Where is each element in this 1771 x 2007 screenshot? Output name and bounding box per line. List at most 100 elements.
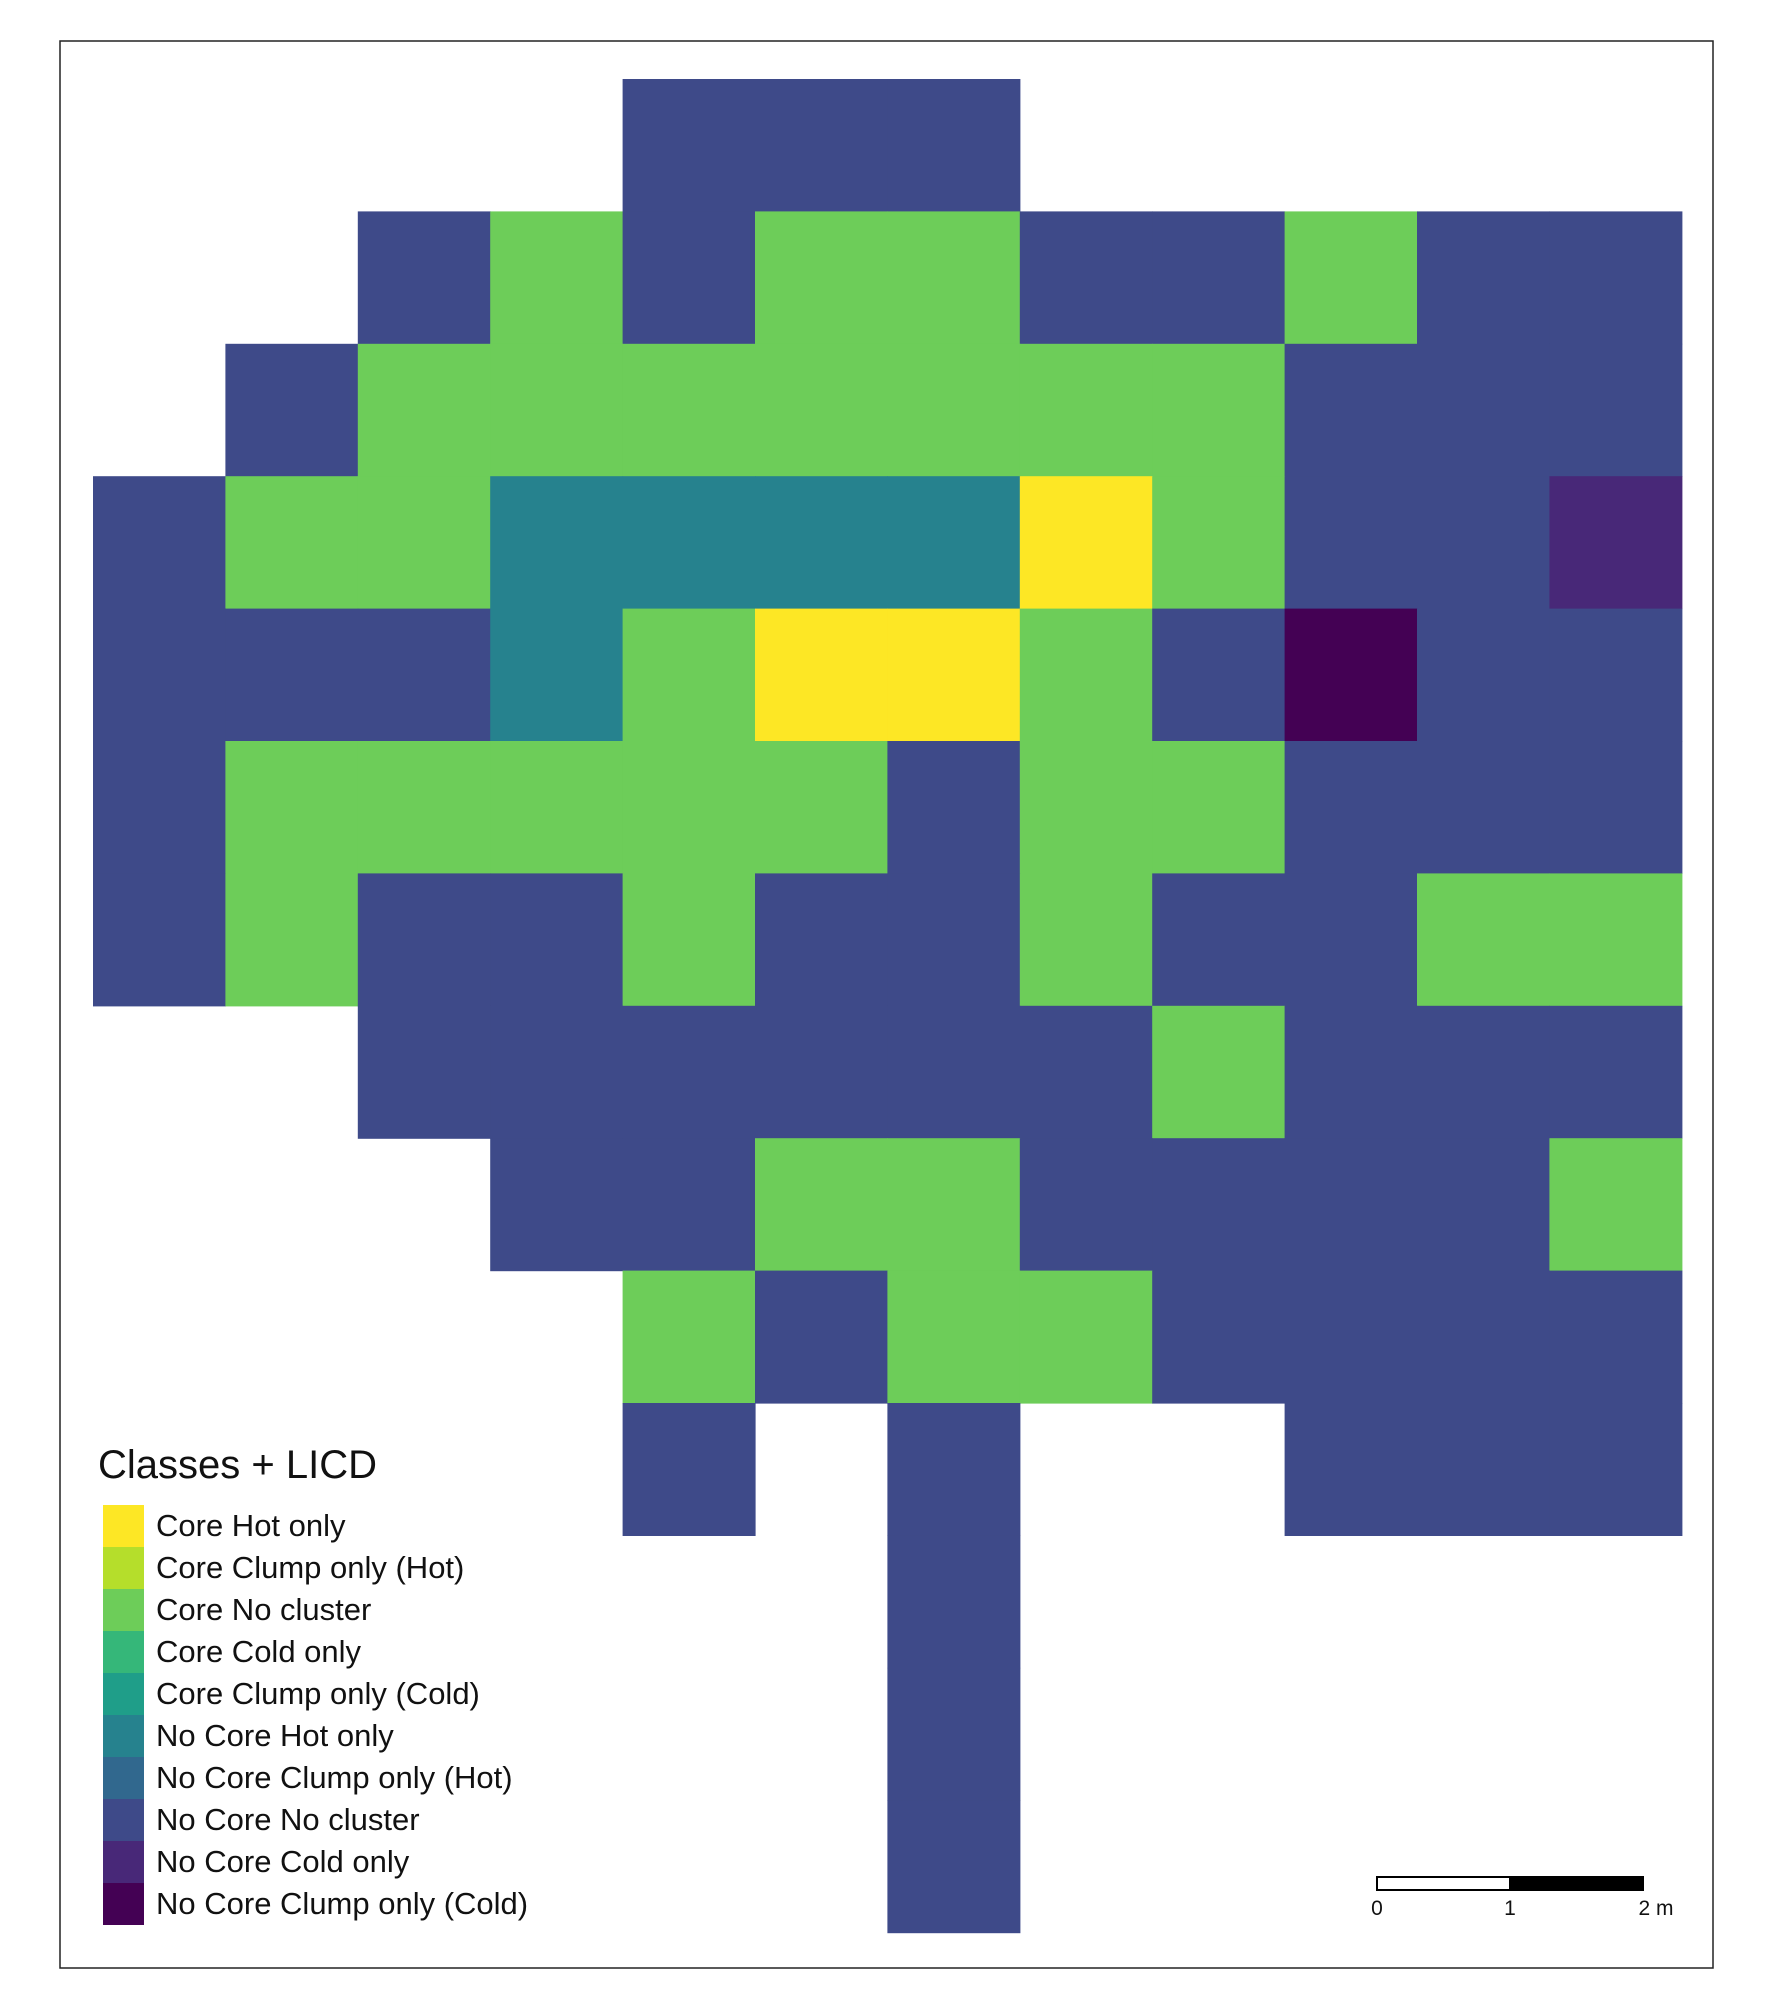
- raster-cell: [1549, 343, 1683, 477]
- legend-swatch: [103, 1883, 144, 1925]
- raster-cell: [1417, 1005, 1550, 1139]
- raster-cell: [1284, 608, 1418, 742]
- raster-cell: [755, 79, 888, 212]
- raster-cell: [887, 1800, 1021, 1934]
- raster-cell: [1284, 873, 1418, 1007]
- raster-cell: [755, 873, 888, 1007]
- raster-cell: [622, 1005, 756, 1139]
- raster-cell: [1019, 741, 1153, 874]
- raster-cell: [622, 343, 756, 477]
- legend-swatch: [103, 1547, 144, 1589]
- raster-cell: [357, 1005, 491, 1139]
- legend-label: No Core Clump only (Hot): [156, 1760, 513, 1795]
- raster-cell: [622, 79, 756, 212]
- raster-cell: [755, 1005, 888, 1139]
- legend-swatch: [103, 1757, 144, 1799]
- raster-cell: [357, 873, 491, 1007]
- raster-cell: [887, 741, 1021, 874]
- raster-cell: [887, 608, 1021, 742]
- raster-cell: [93, 741, 226, 874]
- raster-cell: [887, 1270, 1021, 1404]
- raster-cell: [490, 211, 624, 345]
- raster-cell: [622, 741, 756, 874]
- raster-cell: [1284, 476, 1418, 610]
- legend-swatch: [103, 1505, 144, 1547]
- raster-cell: [622, 1403, 756, 1536]
- raster-cell: [887, 343, 1021, 477]
- raster-cell: [490, 608, 624, 742]
- raster-cell: [1417, 1270, 1550, 1404]
- raster-cell: [1284, 1403, 1418, 1536]
- raster-cell: [1284, 1270, 1418, 1404]
- raster-cell: [1417, 873, 1550, 1007]
- legend-label: Core Hot only: [156, 1508, 346, 1543]
- raster-cell: [622, 608, 756, 742]
- raster-cell: [225, 476, 359, 610]
- legend-label: Core Cold only: [156, 1634, 362, 1669]
- raster-cell: [1152, 1138, 1286, 1272]
- raster-cell: [1284, 1005, 1418, 1139]
- raster-cell: [1152, 211, 1286, 345]
- raster-cell: [93, 476, 226, 610]
- raster-cell: [1019, 1138, 1153, 1272]
- legend-label: Core No cluster: [156, 1592, 371, 1627]
- legend-label: No Core Cold only: [156, 1844, 410, 1879]
- legend-label: No Core Hot only: [156, 1718, 394, 1753]
- raster-cell: [1417, 476, 1550, 610]
- raster-cell: [1019, 343, 1153, 477]
- scale-bar-segment-white: [1376, 1876, 1511, 1891]
- raster-cell: [887, 79, 1021, 212]
- legend-title: Classes + LICD: [98, 1443, 377, 1487]
- legend-label: No Core No cluster: [156, 1802, 420, 1837]
- raster-cell: [1019, 1270, 1153, 1404]
- raster-cell: [1152, 1005, 1286, 1139]
- raster-cell: [1417, 1138, 1550, 1272]
- raster-cell: [1019, 1005, 1153, 1139]
- legend-label: Core Clump only (Hot): [156, 1550, 464, 1585]
- legend-items: Core Hot only Core Clump only (Hot) Core N…: [103, 1505, 528, 1925]
- raster-cell: [887, 1005, 1021, 1139]
- scale-bar-label-2: 2 m: [1638, 1897, 1673, 1920]
- legend-swatch: [103, 1631, 144, 1673]
- raster-cell: [1019, 211, 1153, 345]
- raster-cell: [887, 1138, 1021, 1272]
- raster-cell: [1152, 741, 1286, 874]
- raster-cell: [357, 741, 491, 874]
- raster-cell: [1549, 1005, 1683, 1139]
- raster-cell: [1152, 608, 1286, 742]
- legend-swatch: [103, 1715, 144, 1757]
- raster-cells: [93, 79, 1683, 1934]
- raster-cell: [93, 608, 226, 742]
- raster-cell: [1417, 343, 1550, 477]
- raster-cell: [1549, 211, 1683, 345]
- raster-cell: [622, 211, 756, 345]
- raster-cell: [1549, 741, 1683, 874]
- raster-cell: [755, 741, 888, 874]
- raster-cell: [1417, 608, 1550, 742]
- raster-cell: [1284, 211, 1418, 345]
- legend: Classes + LICD Core Hot only Core Clump o…: [98, 1443, 528, 1925]
- raster-cell: [225, 741, 359, 874]
- raster-cell: [1152, 343, 1286, 477]
- raster-cell: [622, 1138, 756, 1272]
- raster-cell: [490, 1005, 624, 1139]
- raster-cell: [93, 873, 226, 1007]
- raster-cell: [1549, 608, 1683, 742]
- scale-bar-segment-black: [1509, 1876, 1644, 1891]
- raster-cell: [1549, 476, 1683, 610]
- raster-cell: [887, 476, 1021, 610]
- raster-cell: [490, 476, 624, 610]
- raster-cell: [490, 343, 624, 477]
- legend-swatch: [103, 1673, 144, 1715]
- raster-cell: [1152, 1270, 1286, 1404]
- raster-cell: [622, 873, 756, 1007]
- raster-cell: [1417, 741, 1550, 874]
- legend-swatch: [103, 1799, 144, 1841]
- raster-cell: [1549, 873, 1683, 1007]
- raster-cell: [1019, 608, 1153, 742]
- raster-cell: [1549, 1403, 1683, 1536]
- legend-swatch: [103, 1589, 144, 1631]
- raster-cell: [1019, 476, 1153, 610]
- raster-cell: [1549, 1138, 1683, 1272]
